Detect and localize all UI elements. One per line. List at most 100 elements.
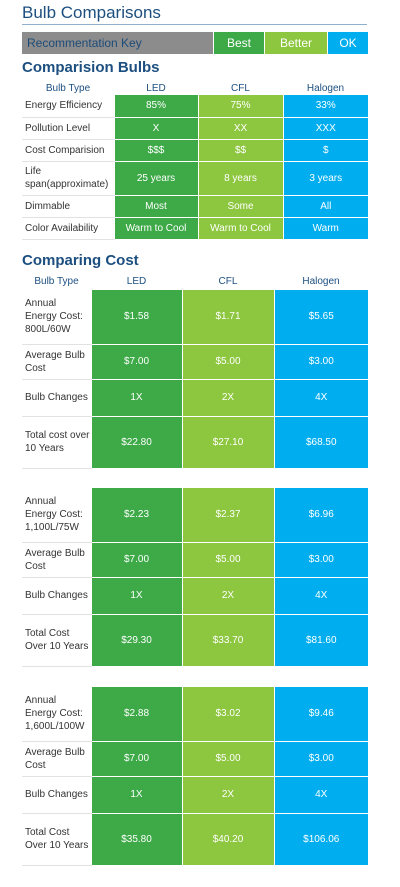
- led-cell: 1X: [90, 776, 182, 814]
- row-label: Dimmable: [22, 195, 114, 218]
- header-led: LED: [126, 275, 147, 287]
- cfl-cell: $5.00: [181, 344, 274, 380]
- key-best: Best: [213, 32, 264, 54]
- cfl-cell: $5.00: [181, 542, 274, 578]
- row-label: Total Cost Over 10 Years: [22, 813, 91, 866]
- header-led: LED: [146, 82, 166, 94]
- led-cell: 25 years: [113, 161, 198, 196]
- halogen-cell: 4X: [273, 379, 368, 417]
- table-row: Pollution Level X XX XXX: [22, 117, 368, 140]
- cfl-cell: 75%: [197, 95, 283, 118]
- table-row: Bulb Changes 1X 2X 4X: [22, 379, 368, 417]
- table-row: Annual Energy Cost: 800L/60W $1.58 $1.71…: [22, 290, 368, 345]
- cost-header-row: Bulb Type LED CFL Halogen: [22, 272, 368, 290]
- row-label: Bulb Changes: [22, 379, 91, 417]
- cost-heading: Comparing Cost: [22, 252, 139, 269]
- cfl-cell: $33.70: [181, 614, 274, 667]
- header-cfl: CFL: [231, 82, 250, 94]
- row-label: Cost Comparision: [22, 139, 114, 162]
- table-row: Annual Energy Cost: 1,100L/75W $2.23 $2.…: [22, 488, 368, 543]
- comparison-header-row: Bulb Type LED CFL Halogen: [22, 81, 368, 95]
- comparison-heading: Comparision Bulbs: [22, 59, 160, 76]
- led-cell: $7.00: [90, 542, 182, 578]
- led-cell: Most: [113, 195, 198, 218]
- row-label: Energy Efficiency: [22, 95, 114, 118]
- comparison-table: Bulb Type LED CFL Halogen Energy Efficie…: [22, 81, 368, 240]
- table-row: Bulb Changes 1X 2X 4X: [22, 776, 368, 814]
- led-cell: $7.00: [90, 741, 182, 777]
- table-row: Life span(approximate) 25 years 8 years …: [22, 161, 368, 196]
- row-label: Average Bulb Cost: [22, 741, 91, 777]
- header-bulb-type: Bulb Type: [45, 82, 91, 94]
- halogen-cell: $68.50: [273, 416, 368, 469]
- cost-table-3: Annual Energy Cost: 1,600L/100W $2.88 $3…: [22, 687, 368, 866]
- cfl-cell: $2.37: [181, 488, 274, 543]
- led-cell: $$$: [113, 139, 198, 162]
- row-label: Annual Energy Cost: 800L/60W: [22, 290, 91, 345]
- table-row: Total Cost Over 10 Years $29.30 $33.70 $…: [22, 614, 368, 667]
- halogen-cell: $3.00: [273, 344, 368, 380]
- cfl-cell: Warm to Cool: [197, 217, 283, 240]
- halogen-cell: $81.60: [273, 614, 368, 667]
- led-cell: $7.00: [90, 344, 182, 380]
- table-row: Average Bulb Cost $7.00 $5.00 $3.00: [22, 542, 368, 578]
- cfl-cell: 2X: [181, 577, 274, 615]
- cfl-cell: $5.00: [181, 741, 274, 777]
- cost-table-1: Bulb Type LED CFL Halogen Annual Energy …: [22, 272, 368, 469]
- cfl-cell: XX: [197, 117, 283, 140]
- row-label: Average Bulb Cost: [22, 542, 91, 578]
- table-row: Dimmable Most Some All: [22, 195, 368, 218]
- led-cell: $2.88: [90, 687, 182, 742]
- table-row: Average Bulb Cost $7.00 $5.00 $3.00: [22, 344, 368, 380]
- halogen-cell: Warm: [282, 217, 368, 240]
- header-cfl: CFL: [218, 275, 238, 287]
- table-row: Color Availability Warm to Cool Warm to …: [22, 217, 368, 240]
- table-row: Total cost over 10 Years $22.80 $27.10 $…: [22, 416, 368, 469]
- cfl-cell: Some: [197, 195, 283, 218]
- header-halogen: Halogen: [306, 82, 345, 94]
- halogen-cell: $3.00: [273, 542, 368, 578]
- halogen-cell: All: [282, 195, 368, 218]
- table-row: Energy Efficiency 85% 75% 33%: [22, 95, 368, 118]
- row-label: Bulb Changes: [22, 577, 91, 615]
- row-label: Average Bulb Cost: [22, 344, 91, 380]
- halogen-cell: $9.46: [273, 687, 368, 742]
- halogen-cell: $3.00: [273, 741, 368, 777]
- led-cell: $2.23: [90, 488, 182, 543]
- cfl-cell: $3.02: [181, 687, 274, 742]
- table-row: Bulb Changes 1X 2X 4X: [22, 577, 368, 615]
- cfl-cell: $27.10: [181, 416, 274, 469]
- header-bulb-type: Bulb Type: [34, 275, 79, 287]
- key-label: Recommentation Key: [22, 32, 213, 54]
- halogen-cell: XXX: [282, 117, 368, 140]
- cost-table-2: Annual Energy Cost: 1,100L/75W $2.23 $2.…: [22, 488, 368, 667]
- cfl-cell: 8 years: [197, 161, 283, 196]
- table-row: Average Bulb Cost $7.00 $5.00 $3.00: [22, 741, 368, 777]
- led-cell: $22.80: [90, 416, 182, 469]
- row-label: Bulb Changes: [22, 776, 91, 814]
- led-cell: X: [113, 117, 198, 140]
- cfl-cell: $1.71: [181, 290, 274, 345]
- row-label: Annual Energy Cost: 1,600L/100W: [22, 687, 91, 742]
- row-label: Total cost over 10 Years: [22, 416, 91, 469]
- key-ok: OK: [327, 32, 368, 54]
- halogen-cell: 33%: [282, 95, 368, 118]
- cfl-cell: 2X: [181, 776, 274, 814]
- cfl-cell: $$: [197, 139, 283, 162]
- page-title: Bulb Comparisons: [22, 3, 161, 22]
- led-cell: Warm to Cool: [113, 217, 198, 240]
- row-label: Total Cost Over 10 Years: [22, 614, 91, 667]
- key-better: Better: [264, 32, 327, 54]
- halogen-cell: $106.06: [273, 813, 368, 866]
- led-cell: 1X: [90, 379, 182, 417]
- halogen-cell: 3 years: [282, 161, 368, 196]
- halogen-cell: $5.65: [273, 290, 368, 345]
- led-cell: $29.30: [90, 614, 182, 667]
- recommendation-key: Recommentation Key Best Better OK: [22, 32, 368, 54]
- led-cell: 1X: [90, 577, 182, 615]
- table-row: Annual Energy Cost: 1,600L/100W $2.88 $3…: [22, 687, 368, 742]
- row-label: Pollution Level: [22, 117, 114, 140]
- row-label: Color Availability: [22, 217, 114, 240]
- halogen-cell: 4X: [273, 577, 368, 615]
- led-cell: $1.58: [90, 290, 182, 345]
